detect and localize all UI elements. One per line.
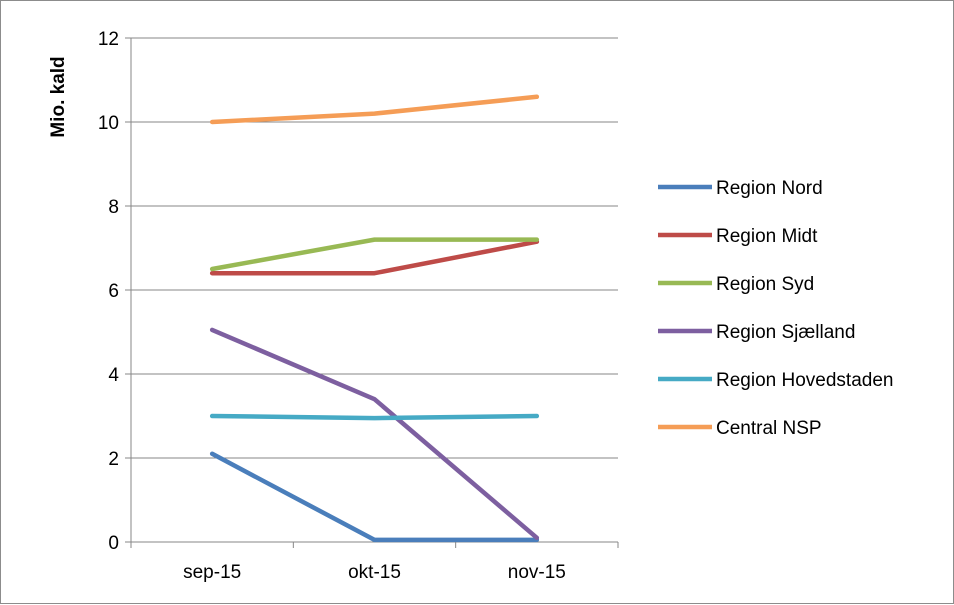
series-line-4: [209, 413, 540, 421]
legend-label: Region Hovedstaden: [716, 370, 893, 391]
x-tick-label: nov-15: [508, 562, 566, 583]
y-tick-labels: 0 2 4 6 8 10 12: [98, 29, 120, 554]
y-tick-label: 0: [108, 533, 119, 554]
legend-label: Region Sjælland: [716, 322, 855, 343]
series-line-3: [209, 327, 540, 541]
y-tick-label: 10: [98, 113, 119, 134]
series-line-2: [209, 237, 540, 272]
series-line-0: [209, 451, 540, 543]
y-axis-title: Mio. kald: [48, 56, 69, 137]
legend-label: Region Syd: [716, 274, 814, 295]
y-tick-label: 12: [98, 29, 119, 50]
x-tick-labels: sep-15 okt-15 nov-15: [183, 562, 566, 583]
series-line-1: [209, 239, 540, 276]
y-tick-label: 8: [108, 197, 119, 218]
series-line-5: [209, 94, 540, 125]
x-tick-label: okt-15: [348, 562, 401, 583]
x-tick-label: sep-15: [183, 562, 241, 583]
y-tick-label: 6: [108, 281, 119, 302]
y-tick-label: 4: [108, 365, 119, 386]
legend-label: Central NSP: [716, 418, 822, 439]
legend-label: Region Midt: [716, 226, 818, 247]
series-lines: [209, 94, 540, 543]
legend-label: Region Nord: [716, 178, 823, 199]
legend: Region Nord Region Midt Region Syd Region S…: [658, 178, 893, 439]
gridlines: [131, 37, 618, 459]
y-tick-label: 2: [108, 449, 119, 470]
